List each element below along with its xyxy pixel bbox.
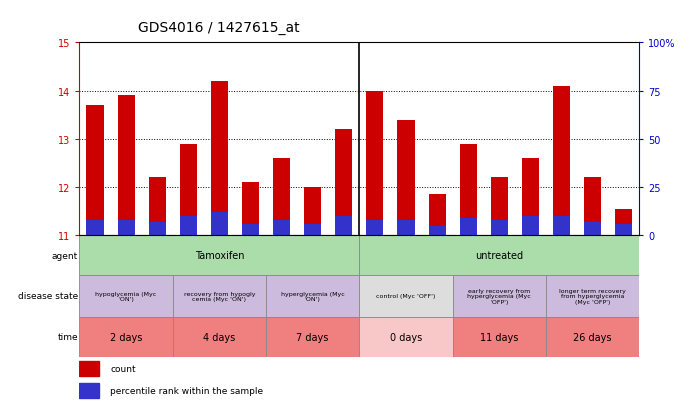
Text: time: time	[57, 332, 78, 341]
Bar	[173, 275, 266, 317]
Bar	[79, 317, 173, 357]
Text: GDS4016 / 1427615_at: GDS4016 / 1427615_at	[138, 21, 300, 35]
Text: recovery from hypogly
cemia (Myc 'ON'): recovery from hypogly cemia (Myc 'ON')	[184, 291, 255, 301]
Bar	[428, 195, 446, 236]
Bar	[491, 221, 508, 236]
Bar	[180, 145, 197, 236]
Text: hypoglycemia (Myc
'ON'): hypoglycemia (Myc 'ON')	[95, 291, 157, 301]
Bar	[584, 222, 601, 236]
Bar	[79, 361, 99, 376]
Bar	[522, 216, 539, 236]
Bar	[79, 383, 99, 399]
Bar	[273, 221, 290, 236]
Bar	[211, 213, 228, 236]
Text: 7 days: 7 days	[296, 332, 329, 342]
Bar	[242, 183, 259, 236]
Text: 26 days: 26 days	[574, 332, 612, 342]
Bar	[428, 226, 446, 236]
Bar	[180, 216, 197, 236]
Bar	[304, 224, 321, 236]
Bar	[491, 178, 508, 236]
Text: 0 days: 0 days	[390, 332, 422, 342]
Bar	[266, 317, 359, 357]
Bar	[211, 82, 228, 236]
Bar	[359, 236, 639, 275]
Bar	[149, 178, 166, 236]
Text: disease state: disease state	[18, 292, 78, 301]
Bar	[304, 188, 321, 236]
Bar	[366, 221, 384, 236]
Text: hyperglycemia (Myc
'ON'): hyperglycemia (Myc 'ON')	[281, 291, 345, 301]
Bar	[546, 317, 639, 357]
Bar	[553, 87, 570, 236]
Text: early recovery from
hyperglycemia (Myc
'OFP'): early recovery from hyperglycemia (Myc '…	[467, 288, 531, 304]
Bar	[273, 159, 290, 236]
Bar	[453, 275, 546, 317]
Text: 2 days: 2 days	[110, 332, 142, 342]
Text: percentile rank within the sample: percentile rank within the sample	[111, 387, 263, 395]
Text: 4 days: 4 days	[203, 332, 236, 342]
Text: count: count	[111, 364, 136, 373]
Bar	[359, 317, 453, 357]
Bar	[335, 216, 352, 236]
Bar	[453, 317, 546, 357]
Bar	[266, 275, 359, 317]
Bar	[366, 91, 384, 236]
Bar	[553, 216, 570, 236]
Bar	[522, 159, 539, 236]
Bar	[173, 317, 266, 357]
Bar	[460, 218, 477, 236]
Bar	[359, 275, 453, 317]
Bar	[546, 275, 639, 317]
Bar	[79, 236, 359, 275]
Bar	[86, 106, 104, 236]
Bar	[615, 209, 632, 236]
Text: 11 days: 11 days	[480, 332, 518, 342]
Bar	[149, 222, 166, 236]
Bar	[79, 275, 173, 317]
Bar	[615, 224, 632, 236]
Bar	[460, 145, 477, 236]
Bar	[397, 221, 415, 236]
Bar	[335, 130, 352, 236]
Text: control (Myc 'OFF'): control (Myc 'OFF')	[377, 294, 435, 299]
Text: untreated: untreated	[475, 251, 523, 261]
Bar	[584, 178, 601, 236]
Text: Tamoxifen: Tamoxifen	[195, 251, 244, 261]
Bar	[86, 221, 104, 236]
Text: longer term recovery
from hyperglycemia
(Myc 'OFP'): longer term recovery from hyperglycemia …	[559, 288, 626, 304]
Bar	[242, 224, 259, 236]
Bar	[117, 96, 135, 236]
Text: agent: agent	[52, 251, 78, 260]
Bar	[117, 221, 135, 236]
Bar	[397, 120, 415, 236]
